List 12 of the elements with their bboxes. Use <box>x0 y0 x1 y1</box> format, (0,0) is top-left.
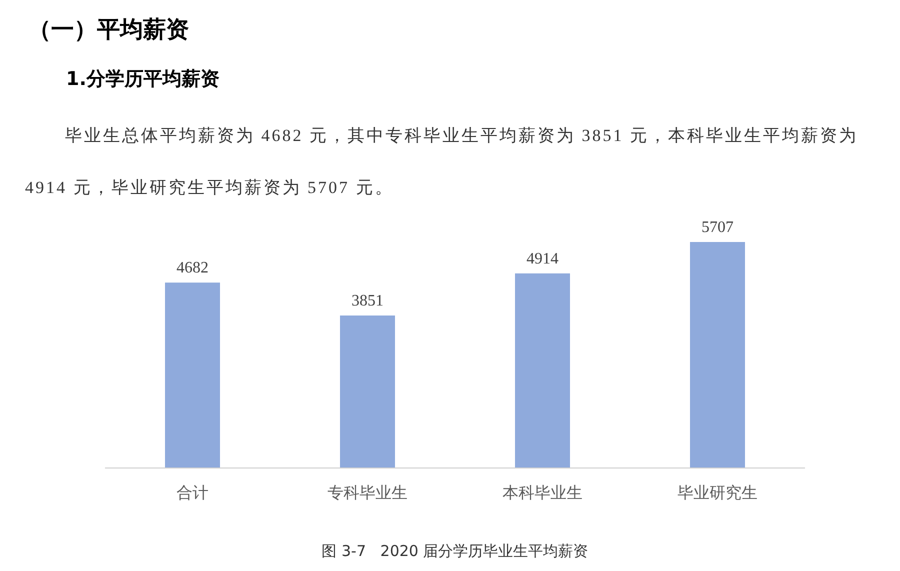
chart-subtitle: 1.分学历平均薪资 <box>66 67 220 92</box>
x-tick-label: 专科毕业生 <box>328 483 408 502</box>
data-label: 4914 <box>526 250 558 268</box>
chart-title: （一）平均薪资 <box>28 16 189 45</box>
x-tick-label: 合计 <box>176 483 208 502</box>
data-label: 5707 <box>702 219 734 236</box>
data-label: 3851 <box>352 292 384 310</box>
text: 毕业生总体平均薪资为 4682 元，其中专科毕业生平均薪资为 3851 元，本科毕业生平均薪资为 4914 元，毕业研究生平均薪资为 5707 元。 <box>25 126 858 197</box>
x-tick-label: 毕业研究生 <box>678 483 758 502</box>
data-label: 4682 <box>176 260 208 277</box>
caption: 图 3-7 2020 届分学历毕业生平均薪资 <box>322 542 588 560</box>
x-tick-label: 本科毕业生 <box>502 483 582 502</box>
